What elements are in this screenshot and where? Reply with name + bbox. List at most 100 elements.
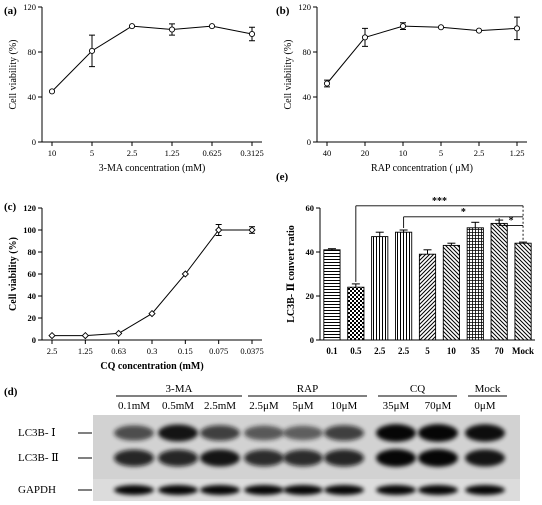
y-tick-label: 80 <box>303 47 312 57</box>
x-tick-label: 2.5 <box>127 148 138 158</box>
blot-row-label: LC3B- Ⅱ <box>18 452 59 464</box>
x-axis-title: CQ concentration (mM) <box>100 361 203 372</box>
blot-band <box>114 425 154 441</box>
blot-band <box>465 449 505 467</box>
y-tick-label: 20 <box>306 291 315 301</box>
bar <box>371 236 389 341</box>
chart-panel-a: 0 40 80 120 Cell viability (%) 10 5 2.5 1.25 0.62… <box>8 2 264 174</box>
data-point <box>475 27 483 34</box>
x-tick-label: 1.25 <box>165 148 180 158</box>
blot-band <box>418 485 458 495</box>
blot-band <box>283 449 323 467</box>
x-tick-label: 70 <box>495 346 505 356</box>
blot-band <box>465 485 505 495</box>
x-tick-label: 2.5 <box>47 346 58 356</box>
y-tick-label: 80 <box>28 247 37 257</box>
x-axis-title: 3-MA concentration (mM) <box>99 163 206 174</box>
x-tick-label: 10 <box>399 148 408 158</box>
blot-row-label: LC3B- Ⅰ <box>18 427 56 439</box>
x-tick-label: Mock <box>512 346 534 356</box>
blot-band <box>200 485 240 495</box>
blot-group-label: Mock <box>475 383 501 395</box>
panel-e-label: (e) <box>276 171 289 183</box>
blot-lane-label: 2.5μM <box>249 400 279 412</box>
blot-band <box>200 425 240 441</box>
x-tick-label: 40 <box>323 148 332 158</box>
blot-lane-label: 35μM <box>383 400 410 412</box>
x-tick-label: 0.625 <box>202 148 221 158</box>
blot-band <box>324 485 364 495</box>
panel-b-label: (b) <box>276 5 290 17</box>
y-tick-label: 0 <box>32 137 36 147</box>
blot-band <box>114 485 154 495</box>
western-blot-panel: 3-MA 0.1mM 0.5mM 2.5mM RAP 2.5μM 5μM 10μM CQ35μM… <box>18 383 520 501</box>
x-tick-label: 20 <box>361 148 370 158</box>
bar <box>418 253 437 341</box>
significance-label: * <box>461 207 466 218</box>
y-axis-title: LC3B- Ⅱ convert ratio <box>286 225 297 323</box>
blot-band <box>376 424 416 442</box>
data-point <box>48 88 56 95</box>
data-point <box>128 23 136 30</box>
data-point <box>148 309 156 318</box>
blot-band <box>158 485 198 495</box>
data-point <box>88 47 96 54</box>
significance-label: * <box>509 216 514 227</box>
x-tick-label: 0.3125 <box>240 148 263 158</box>
data-point <box>437 24 445 31</box>
blot-lane-label: 0μM <box>474 400 495 412</box>
bar <box>347 286 365 341</box>
blot-band <box>324 425 364 441</box>
x-tick-label: 2.5 <box>374 346 386 356</box>
x-tick-label: 1.25 <box>510 148 525 158</box>
blot-band <box>158 449 198 467</box>
blot-membrane-lc3b <box>93 415 520 481</box>
blot-band <box>418 449 458 467</box>
x-tick-label: 2.5 <box>398 346 410 356</box>
blot-group-label: CQ <box>410 383 425 395</box>
x-tick-label: 5 <box>90 148 94 158</box>
data-point <box>208 23 216 30</box>
blot-row-label: GAPDH <box>18 484 56 496</box>
y-tick-label: 40 <box>28 92 37 102</box>
y-tick-label: 0 <box>307 137 311 147</box>
blot-lane-label: 0.5mM <box>162 400 194 412</box>
blot-band <box>376 449 416 467</box>
panel-d-label: (d) <box>4 386 18 398</box>
panel-a-label: (a) <box>4 5 17 17</box>
y-tick-label: 120 <box>23 203 36 213</box>
bar <box>466 227 484 341</box>
blot-band <box>324 449 364 467</box>
data-point <box>323 80 331 87</box>
blot-band <box>200 449 240 467</box>
y-tick-label: 40 <box>306 247 315 257</box>
data-point <box>399 23 407 30</box>
x-tick-label: 5 <box>439 148 443 158</box>
x-tick-label: 10 <box>48 148 57 158</box>
blot-lane-label: 70μM <box>425 400 452 412</box>
x-tick-label: 1.25 <box>78 346 93 356</box>
significance-label: *** <box>432 196 447 207</box>
y-tick-label: 0 <box>310 335 314 345</box>
bar <box>395 231 413 341</box>
y-tick-label: 60 <box>306 203 315 213</box>
data-point <box>168 26 176 33</box>
data-point <box>361 34 369 41</box>
bar <box>323 249 341 341</box>
panel-c-label: (c) <box>4 201 17 213</box>
bar <box>514 242 532 341</box>
data-point <box>215 226 223 234</box>
x-tick-label: 10 <box>447 346 457 356</box>
y-tick-label: 0 <box>32 335 36 345</box>
y-tick-label: 120 <box>23 2 36 12</box>
blot-group-label: 3-MA <box>166 383 193 395</box>
data-point <box>81 331 89 340</box>
bar <box>442 244 460 341</box>
x-tick-label: 0.075 <box>209 346 228 356</box>
blot-band <box>158 424 198 442</box>
y-tick-label: 40 <box>28 291 37 301</box>
data-point <box>248 226 256 234</box>
blot-band <box>244 449 284 467</box>
